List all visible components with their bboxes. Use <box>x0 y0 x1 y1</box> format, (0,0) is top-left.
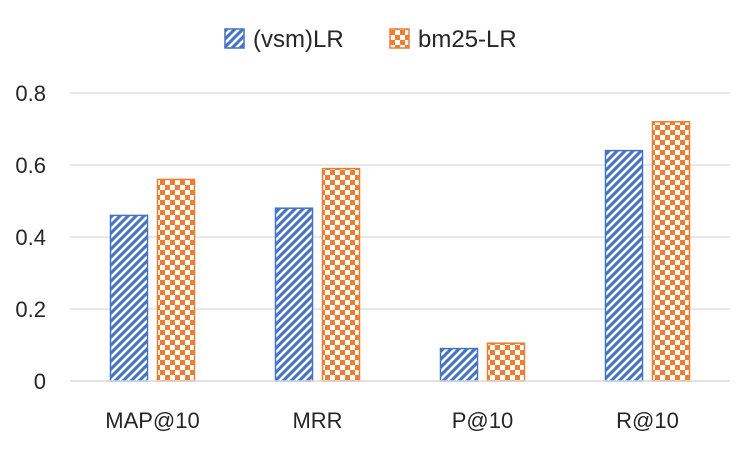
bar-bm25-lr <box>651 121 691 382</box>
x-axis-tick-labels: MAP@10 MRR P@10 R@10 <box>105 408 679 433</box>
bar-bm25-lr <box>156 178 196 382</box>
y-axis-tick-labels: 0 0.2 0.4 0.6 0.8 <box>15 81 46 394</box>
y-tick-label: 0.8 <box>15 81 46 106</box>
legend: (vsm)LR bm25-LR <box>224 26 517 53</box>
legend-item: bm25-LR <box>389 26 517 53</box>
x-tick-label: R@10 <box>616 408 679 433</box>
x-tick-label: P@10 <box>452 408 513 433</box>
legend-swatch <box>224 28 245 49</box>
legend-item: (vsm)LR <box>224 26 344 53</box>
legend-label: (vsm)LR <box>253 26 344 53</box>
bar-vsm-lr <box>274 207 314 382</box>
x-tick-label: MAP@10 <box>105 408 199 433</box>
bar-vsm-lr <box>109 214 149 382</box>
y-tick-label: 0.2 <box>15 297 46 322</box>
bar-bm25-lr <box>486 342 526 382</box>
legend-label: bm25-LR <box>418 26 517 53</box>
x-tick-label: MRR <box>292 408 342 433</box>
y-tick-label: 0 <box>34 369 46 394</box>
legend-swatch <box>389 28 410 49</box>
bar-bm25-lr <box>321 167 361 382</box>
bar-vsm-lr <box>439 347 479 382</box>
y-tick-label: 0.6 <box>15 153 46 178</box>
y-tick-label: 0.4 <box>15 225 46 250</box>
bars <box>109 121 691 382</box>
bar-vsm-lr <box>604 149 644 382</box>
